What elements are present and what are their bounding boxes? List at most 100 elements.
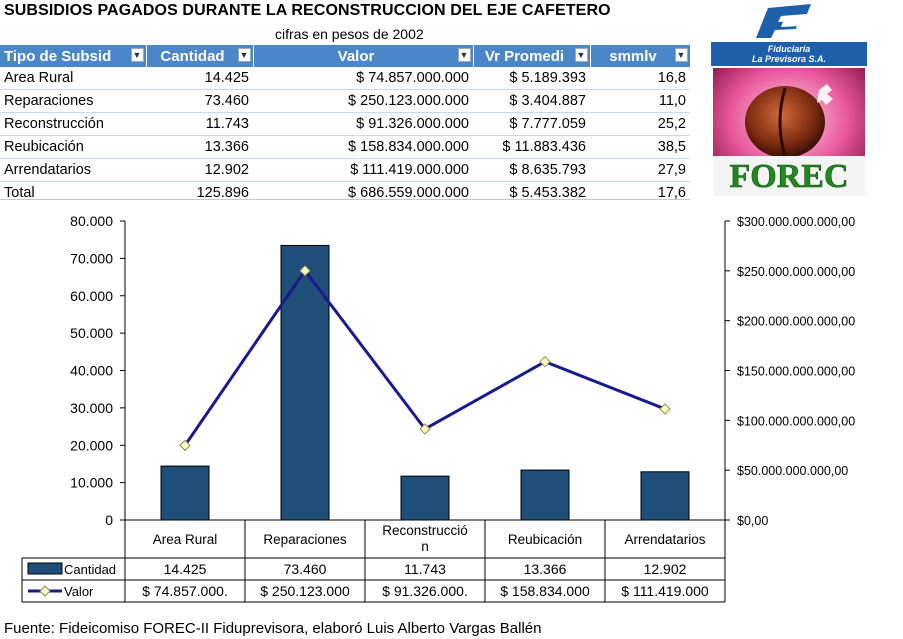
left-axis-tick-label: 0 bbox=[105, 512, 113, 528]
left-axis-tick-label: 40.000 bbox=[70, 363, 113, 379]
table-row: Reconstrucción 11.743 $ 91.326.000.000 $ 7.… bbox=[0, 112, 690, 136]
bar bbox=[280, 244, 330, 521]
right-axis-tick-label: $300.000.000.000,00 bbox=[737, 215, 855, 229]
table-cell: $ 7.777.059 bbox=[473, 112, 590, 136]
valor-table-value: $ 250.123.000 bbox=[260, 583, 350, 599]
left-axis-tick-label: 60.000 bbox=[70, 288, 113, 304]
subsidies-table: Tipo de Subsid ▼ Cantidad ▼ Valor ▼ Vr Prom… bbox=[0, 45, 691, 204]
table-cell: Reconstrucción bbox=[0, 112, 146, 136]
valor-point-marker bbox=[179, 439, 191, 452]
table-row: Arrendatarios 12.902 $ 111.419.000.000 $ 8.… bbox=[0, 158, 690, 182]
forec-logo: FOREC bbox=[713, 68, 865, 196]
category-label: Reconstrucció bbox=[382, 523, 468, 538]
valor-table-value: $ 91.326.000. bbox=[382, 583, 468, 599]
table-cell: $ 250.123.000.000 bbox=[253, 89, 473, 113]
table-cell: 73.460 bbox=[146, 89, 253, 113]
right-axis-tick-label: $200.000.000.000,00 bbox=[737, 315, 855, 329]
left-axis-tick-label: 30.000 bbox=[70, 400, 113, 416]
table-cell: Arrendatarios bbox=[0, 158, 146, 182]
table-cell: Reparaciones bbox=[0, 89, 146, 113]
category-label: n bbox=[421, 539, 429, 554]
table-cell: 38,5 bbox=[590, 135, 690, 159]
fiduprevisora-emblem-icon bbox=[756, 4, 811, 38]
header-smmlv[interactable]: smmlv ▼ bbox=[590, 45, 691, 67]
table-cell: $ 686.559.000.000 bbox=[253, 181, 473, 204]
valor-series-line bbox=[183, 268, 666, 447]
category-label: Arrendatarios bbox=[624, 532, 705, 547]
cantidad-table-value: 12.902 bbox=[644, 561, 687, 577]
valor-point-marker bbox=[539, 355, 551, 368]
right-axis-tick-label: $250.000.000.000,00 bbox=[737, 265, 855, 279]
svg-text:FOREC: FOREC bbox=[730, 158, 849, 195]
category-label: Reparaciones bbox=[263, 532, 347, 547]
filter-dropdown-icon[interactable]: ▼ bbox=[574, 48, 588, 62]
header-tipo[interactable]: Tipo de Subsid ▼ bbox=[0, 45, 147, 67]
coffee-bean-icon bbox=[745, 86, 825, 158]
table-cell: $ 8.635.793 bbox=[473, 158, 590, 182]
table-cell: Reubicación bbox=[0, 135, 146, 159]
source-note: Fuente: Fideicomiso FOREC-II Fidupreviso… bbox=[4, 620, 542, 637]
table-cell: $ 158.834.000.000 bbox=[253, 135, 473, 159]
right-axis-tick-label: $50.000.000.000,00 bbox=[737, 464, 848, 478]
table-cell: 125.896 bbox=[146, 181, 253, 204]
table-cell: 14.425 bbox=[146, 67, 253, 90]
header-vr-promedio[interactable]: Vr Promedi ▼ bbox=[473, 45, 591, 67]
table-cell: $ 5.453.382 bbox=[473, 181, 590, 204]
right-axis-tick-label: $150.000.000.000,00 bbox=[737, 365, 855, 379]
table-cell: 17,6 bbox=[590, 181, 690, 204]
table-cell: $ 74.857.000.000 bbox=[253, 67, 473, 90]
category-label: Reubicación bbox=[508, 532, 582, 547]
valor-legend-label: Valor bbox=[64, 584, 94, 599]
table-cell: Area Rural bbox=[0, 67, 146, 90]
table-cell: $ 111.419.000.000 bbox=[253, 158, 473, 182]
header-valor[interactable]: Valor ▼ bbox=[253, 45, 474, 67]
right-axis-tick-label: $100.000.000.000,00 bbox=[737, 414, 855, 428]
table-row: Reparaciones 73.460 $ 250.123.000.000 $ 3.4… bbox=[0, 89, 690, 113]
section-divider bbox=[0, 199, 690, 200]
cantidad-legend-label: Cantidad bbox=[64, 562, 116, 577]
filter-dropdown-icon[interactable]: ▼ bbox=[674, 48, 688, 62]
table-cell: $ 3.404.887 bbox=[473, 89, 590, 113]
bar bbox=[160, 465, 210, 521]
cantidad-table-value: 73.460 bbox=[284, 561, 327, 577]
valor-table-value: $ 158.834.000 bbox=[500, 583, 590, 599]
page-subtitle: cifras en pesos de 2002 bbox=[275, 26, 424, 42]
valor-table-value: $ 74.857.000. bbox=[142, 583, 228, 599]
left-axis-tick-label: 10.000 bbox=[70, 475, 113, 491]
table-row: Area Rural 14.425 $ 74.857.000.000 $ 5.189.… bbox=[0, 67, 690, 90]
table-row: Reubicación 13.366 $ 158.834.000.000 $ 11.8… bbox=[0, 135, 690, 159]
page-title: SUBSIDIOS PAGADOS DURANTE LA RECONSTRUCC… bbox=[4, 2, 611, 19]
cantidad-table-value: 14.425 bbox=[164, 561, 207, 577]
bar bbox=[520, 469, 570, 521]
fiduciaria-logo: Fiduciaria La Previsora S.A. bbox=[711, 0, 867, 66]
left-axis-tick-label: 80.000 bbox=[70, 213, 113, 229]
table-cell: 16,8 bbox=[590, 67, 690, 90]
valor-legend-marker bbox=[39, 585, 51, 597]
cantidad-table-value: 11.743 bbox=[404, 561, 446, 577]
table-cell: 13.366 bbox=[146, 135, 253, 159]
valor-table-value: $ 111.419.000 bbox=[621, 583, 709, 599]
subsidies-combo-chart: 0 10.000 20.000 30.000 40.000 50.000 60.000 70.… bbox=[21, 213, 855, 603]
cantidad-legend-key bbox=[27, 562, 63, 575]
left-axis-tick-label: 70.000 bbox=[70, 250, 113, 266]
valor-point-marker bbox=[299, 265, 311, 277]
filter-dropdown-icon[interactable]: ▼ bbox=[130, 48, 144, 62]
valor-point-marker bbox=[659, 403, 671, 415]
table-header-row: Tipo de Subsid ▼ Cantidad ▼ Valor ▼ Vr Prom… bbox=[0, 45, 691, 67]
table-cell: 25,2 bbox=[590, 112, 690, 136]
table-total-row: Total 125.896 $ 686.559.000.000 $ 5.453.382… bbox=[0, 181, 690, 204]
table-cell: 11,0 bbox=[590, 89, 690, 113]
table-cell: $ 5.189.393 bbox=[473, 67, 590, 90]
filter-dropdown-icon[interactable]: ▼ bbox=[237, 48, 251, 62]
bar bbox=[400, 475, 450, 521]
svg-text:Fiduciaria: Fiduciaria bbox=[768, 44, 811, 54]
filter-dropdown-icon[interactable]: ▼ bbox=[457, 48, 471, 62]
table-cell: $ 11.883.436 bbox=[473, 135, 590, 159]
category-label: Area Rural bbox=[153, 532, 218, 547]
bar bbox=[640, 471, 690, 521]
table-cell: 11.743 bbox=[146, 112, 253, 136]
left-axis-tick-label: 50.000 bbox=[70, 325, 113, 341]
header-cantidad[interactable]: Cantidad ▼ bbox=[146, 45, 254, 67]
table-cell: $ 91.326.000.000 bbox=[253, 112, 473, 136]
cantidad-table-value: 13.366 bbox=[524, 561, 567, 577]
